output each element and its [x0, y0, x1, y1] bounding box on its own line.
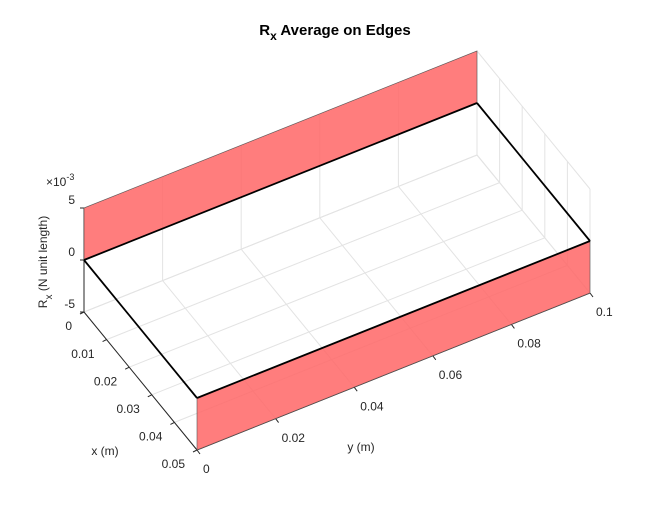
x-tick-label: 0.03: [116, 402, 140, 416]
z-label-subscript: x: [44, 295, 55, 300]
tick-mark: [510, 324, 515, 329]
exponent-power: -3: [66, 172, 74, 182]
x-tick-label: 0.02: [94, 374, 118, 388]
edge-line: [196, 240, 591, 399]
tick-mark: [432, 355, 437, 361]
edge-line: [83, 102, 478, 261]
z-tick-label: 0: [68, 245, 75, 259]
z-label-part: R: [36, 299, 50, 308]
y-tick-label: 0.08: [517, 337, 541, 351]
tick-mark: [124, 366, 130, 370]
grid-line: [106, 182, 500, 341]
y-tick-label: 0.02: [282, 431, 306, 445]
y-tick-label: 0.04: [360, 399, 384, 413]
tick-mark: [170, 421, 175, 425]
edge-panel: [83, 50, 478, 261]
title-subscript: x: [270, 29, 277, 43]
title-part: Average on Edges: [277, 22, 411, 39]
tick-mark: [589, 292, 594, 298]
title-part: R: [259, 22, 270, 39]
x-tick-label: 0.04: [139, 430, 163, 444]
z-tick-label: 5: [68, 193, 75, 207]
x-tick-label: 0.01: [71, 347, 95, 361]
x-tick-label: 0.05: [162, 457, 186, 471]
chart-title: Rx Average on Edges: [259, 22, 410, 43]
y-axis-label: y (m): [347, 440, 374, 454]
edge-line: [476, 102, 591, 242]
tick-mark: [192, 449, 198, 453]
y-tick-label: 0.06: [439, 368, 463, 382]
z-axis-label: Rx (N unit length): [36, 216, 54, 308]
z-label-part: (N unit length): [36, 216, 50, 295]
x-tick-label: 0: [65, 319, 72, 333]
y-tick-label: 0.1: [596, 305, 613, 319]
exponent-base: ×10: [46, 175, 67, 189]
tick-mark: [353, 386, 358, 392]
z-exponent: ×10-3: [46, 172, 74, 189]
tick-mark: [147, 394, 153, 398]
z-tick-label: -5: [64, 297, 75, 311]
y-tick-label: 0: [203, 462, 210, 476]
tick-mark: [102, 339, 107, 343]
tick-mark: [196, 449, 201, 455]
grid-line: [83, 154, 478, 313]
tick-mark: [275, 418, 280, 423]
x-axis-line: [83, 311, 198, 451]
grid-line: [151, 237, 545, 396]
grid-line: [476, 50, 591, 190]
edge-line: [83, 259, 198, 399]
grid-line: [129, 209, 523, 368]
x-axis-label: x (m): [91, 444, 118, 458]
